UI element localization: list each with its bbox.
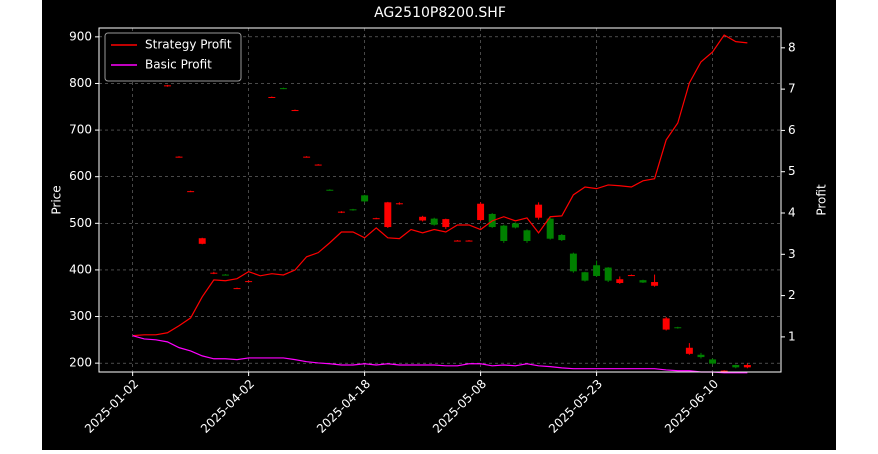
candle-body [268,96,276,98]
y2-tick-label: 1 [788,329,796,343]
candle-body [743,365,751,368]
candle-body [453,240,461,242]
candle-body [337,211,345,213]
chart-title: AG2510P8200.SHF [374,5,506,21]
candle-body [523,230,531,242]
candle-body [395,203,403,205]
candle-body [245,281,253,283]
candle-body [500,225,508,242]
candle-body [720,370,728,372]
y-tick-label: 900 [69,29,92,43]
y-tick-label: 200 [69,356,92,370]
candle-body [627,275,635,277]
candle-body [198,238,206,244]
candle-body [477,203,485,221]
legend-label: Basic Profit [145,58,212,72]
y-tick-label: 500 [69,216,92,230]
candle-body [361,195,369,202]
candle-body [639,280,647,283]
candle-body [709,359,717,364]
y2-tick-label: 8 [788,40,796,54]
candle-body [187,191,195,193]
candle-body [674,327,682,329]
candle-body [303,156,311,158]
plot-frame [98,27,782,373]
candle-body [616,279,624,283]
candle-body [163,85,171,87]
candle-body [465,240,473,242]
candle-body [593,265,601,276]
candle-body [349,209,357,211]
y-axis-label: Price [50,185,64,214]
y2-tick-label: 3 [788,247,796,261]
candle-body [233,288,241,290]
candle-body [175,156,183,158]
y2-tick-label: 7 [788,82,796,96]
candle-body [210,272,218,274]
candle-body [685,347,693,354]
line-series [132,34,748,337]
y-tick-label: 400 [69,262,92,276]
candle-body [511,223,519,228]
candle-body [442,219,450,228]
candle-body [581,272,589,281]
y2-tick-label: 4 [788,206,796,220]
candle-body [221,274,229,276]
y2-tick-label: 5 [788,164,796,178]
candle-body [546,218,554,239]
candle-body [384,202,392,228]
candle-body [535,204,543,218]
y2-tick-label: 6 [788,123,796,137]
legend-box [104,32,242,82]
candle-body [732,365,740,368]
y2-axis-label: Profit [815,184,829,216]
candle-body [697,354,705,358]
candle-body [372,218,380,220]
line-series [132,335,748,374]
candle-body [279,88,287,90]
candle-body [314,164,322,166]
legend-label: Strategy Profit [145,38,232,52]
candle-body [291,110,299,112]
y2-tick-label: 2 [788,288,796,302]
candle-body [662,318,670,330]
candle-body [419,216,427,221]
candle-body [430,218,438,225]
candle-body [558,234,566,241]
candle-body [326,189,334,191]
candle-body [604,267,612,281]
y-tick-label: 800 [69,76,92,90]
y-tick-label: 300 [69,309,92,323]
y-tick-label: 600 [69,169,92,183]
candle-body [569,253,577,272]
y-tick-label: 700 [69,123,92,137]
candle-body [651,282,659,286]
